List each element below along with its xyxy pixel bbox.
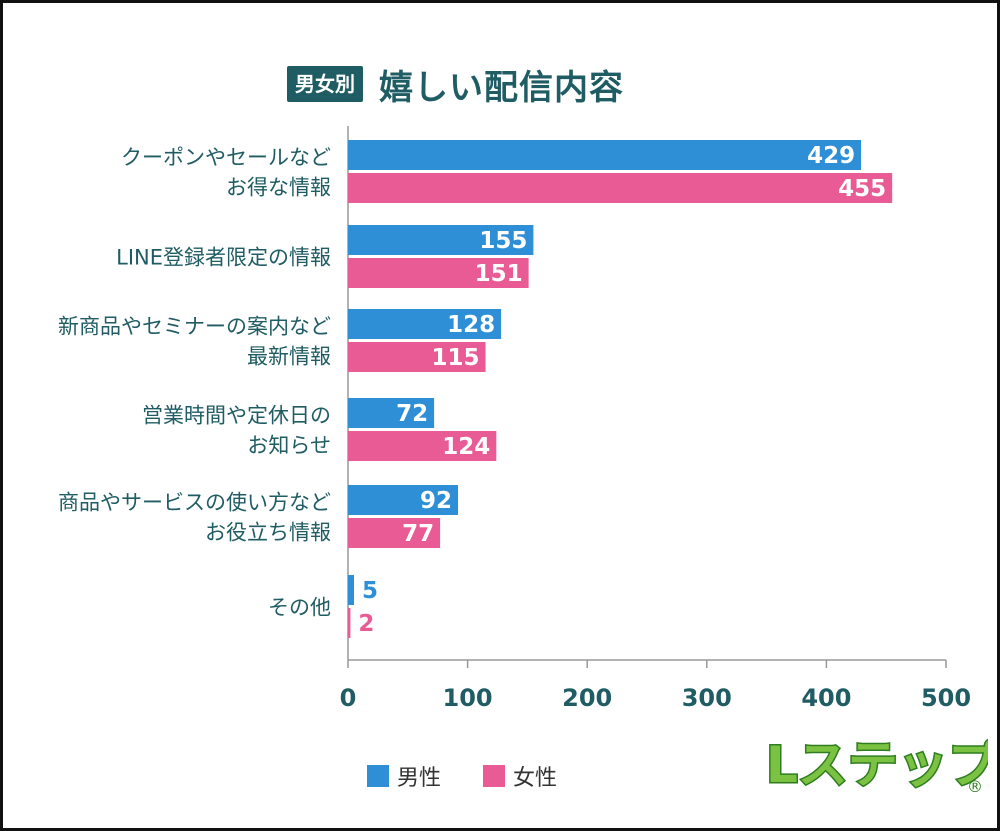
lstep-logo: Lステップ ® — [765, 735, 989, 797]
category-label: その他 — [268, 596, 331, 620]
bar-female — [348, 431, 497, 461]
bar-male — [348, 575, 354, 605]
data-label-male: 72 — [396, 401, 428, 427]
bar-male — [348, 225, 534, 255]
title-main: 嬉しい配信内容 — [379, 67, 624, 108]
bar-male — [348, 398, 435, 428]
bar-female — [348, 258, 529, 288]
bar-female — [348, 608, 351, 638]
legend-item-male: 男性 — [367, 760, 441, 792]
logo-text: Lステップ — [766, 736, 988, 794]
legend-label-female: 女性 — [513, 766, 558, 791]
category-label: お役立ち情報 — [205, 521, 331, 545]
legend-swatch-male — [367, 765, 389, 787]
data-label-female: 124 — [442, 434, 490, 460]
legend-item-female: 女性 — [483, 760, 557, 792]
bar-female — [348, 518, 441, 548]
data-label-female: 115 — [432, 345, 480, 371]
category-label: お得な情報 — [226, 176, 331, 200]
legend-label-male: 男性 — [397, 766, 442, 791]
data-label-female: 455 — [838, 176, 886, 202]
category-label: LINE登録者限定の情報 — [116, 246, 331, 270]
data-label-male: 128 — [447, 312, 495, 338]
title-badge: 男女別 — [287, 66, 363, 102]
x-tick-label: 400 — [801, 684, 851, 712]
bar-female — [348, 342, 486, 372]
data-label-female: 2 — [358, 611, 374, 637]
x-tick-label: 0 — [340, 684, 357, 712]
bar-male — [348, 485, 459, 515]
x-tick-label: 200 — [562, 684, 612, 712]
data-label-male: 5 — [362, 578, 378, 604]
data-label-male: 429 — [807, 143, 855, 169]
data-label-male: 155 — [479, 228, 527, 254]
category-label: 商品やサービスの使い方など — [58, 491, 331, 515]
data-label-male: 92 — [420, 488, 452, 514]
legend-swatch-female — [483, 765, 506, 787]
logo-registered-mark: ® — [967, 777, 983, 796]
data-label-female: 77 — [402, 521, 434, 547]
bar-male — [348, 309, 502, 339]
chart-title: 男女別 嬉しい配信内容 — [287, 62, 624, 108]
category-label: 最新情報 — [247, 345, 331, 369]
bar-female — [348, 173, 893, 203]
data-label-female: 151 — [475, 261, 523, 287]
category-label: 営業時間や定休日の — [142, 404, 331, 428]
category-label: クーポンやセールなど — [121, 146, 331, 170]
category-label: お知らせ — [247, 434, 331, 458]
x-tick-label: 500 — [921, 684, 971, 712]
legend: 男性 女性 — [367, 760, 599, 792]
x-tick-label: 100 — [443, 684, 493, 712]
bar-male — [348, 140, 862, 170]
x-tick-label: 300 — [682, 684, 732, 712]
category-label: 新商品やセミナーの案内など — [58, 315, 331, 339]
